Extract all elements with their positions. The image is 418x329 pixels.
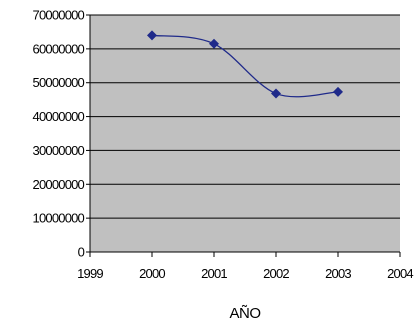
data-point-marker: [147, 30, 157, 41]
x-tick-label: 2000: [139, 266, 165, 281]
x-tick-label: 2001: [201, 266, 227, 281]
y-tick-label: 30000000: [33, 143, 85, 158]
y-tick-label: 0: [78, 245, 85, 260]
plot-area: [90, 15, 400, 252]
y-tick-label: 10000000: [33, 211, 85, 226]
x-axis: 1999 2000 2001 2002 2003 2004: [77, 252, 414, 281]
y-axis: 0 10000000 20000000 30000000 40000000 5000000…: [33, 8, 90, 260]
series-line: [151, 34, 339, 98]
y-tick-label: 70000000: [33, 8, 85, 23]
y-tick-label: 50000000: [33, 75, 85, 90]
x-axis-title: AÑO: [229, 305, 260, 322]
x-tick-label: 1999: [77, 266, 103, 281]
gridlines: [90, 14, 400, 219]
x-tick-label: 2004: [387, 266, 413, 281]
series-markers: [147, 30, 343, 99]
x-tick-label: 2002: [263, 266, 289, 281]
y-tick-label: 60000000: [33, 41, 85, 56]
data-point-marker: [333, 86, 343, 97]
y-tick-label: 40000000: [33, 109, 85, 124]
data-point-marker: [209, 38, 219, 49]
x-tick-label: 2003: [325, 266, 351, 281]
y-tick-label: 20000000: [33, 177, 85, 192]
data-point-marker: [271, 88, 281, 99]
